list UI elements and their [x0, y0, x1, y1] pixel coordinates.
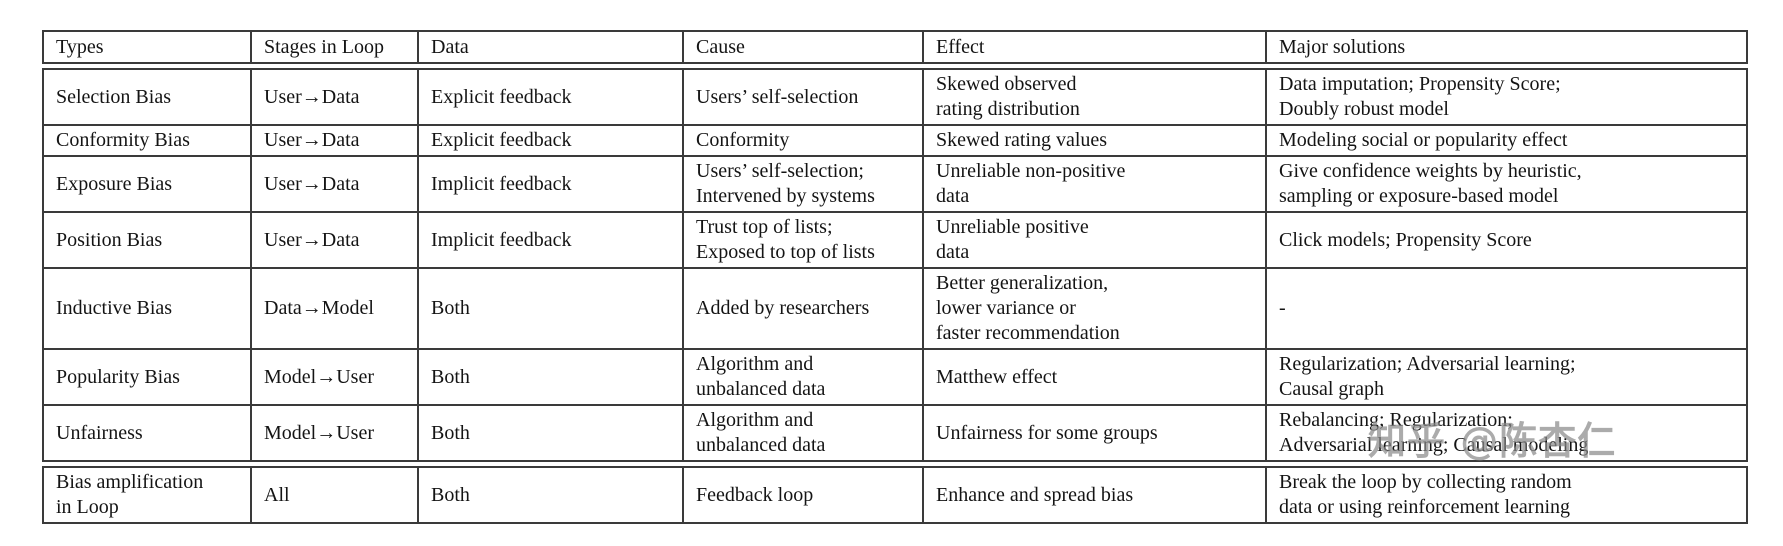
- cell-effect: Unreliable non-positive data: [922, 155, 1267, 213]
- cell-effect: Skewed rating values: [922, 124, 1267, 157]
- col-header-cause: Cause: [682, 30, 924, 64]
- cell-stage: Model→User: [250, 348, 419, 406]
- table-row-bias-amplification: Bias amplification in Loop All Both Feed…: [42, 466, 1748, 524]
- bias-summary-table: Types Stages in Loop Data Cause Effect M…: [42, 30, 1748, 524]
- cell-stage: All: [250, 466, 419, 524]
- cell-effect: Better generalization, lower variance or…: [922, 267, 1267, 350]
- cell-type: Conformity Bias: [42, 124, 252, 157]
- col-header-stages-in-loop: Stages in Loop: [250, 30, 419, 64]
- cell-solutions: Break the loop by collecting random data…: [1265, 466, 1748, 524]
- cell-stage: User→Data: [250, 68, 419, 126]
- col-header-major-solutions: Major solutions: [1265, 30, 1748, 64]
- cell-cause: Conformity: [682, 124, 924, 157]
- cell-type: Exposure Bias: [42, 155, 252, 213]
- cell-effect: Unfairness for some groups: [922, 404, 1267, 462]
- cell-type: Bias amplification in Loop: [42, 466, 252, 524]
- cell-solutions: Click models; Propensity Score: [1265, 211, 1748, 269]
- table-row-popularity-bias: Popularity Bias Model→User Both Algorith…: [42, 348, 1748, 406]
- cell-effect: Skewed observed rating distribution: [922, 68, 1267, 126]
- table-row-conformity-bias: Conformity Bias User→Data Explicit feedb…: [42, 124, 1748, 157]
- cell-data: Implicit feedback: [417, 155, 684, 213]
- cell-solutions: Rebalancing; Regularization; Adversarial…: [1265, 404, 1748, 462]
- header-row: Types Stages in Loop Data Cause Effect M…: [42, 30, 1748, 64]
- table-footer-segment: Bias amplification in Loop All Both Feed…: [42, 466, 1748, 524]
- table-header-segment: Types Stages in Loop Data Cause Effect M…: [42, 30, 1748, 64]
- cell-solutions: Regularization; Adversarial learning; Ca…: [1265, 348, 1748, 406]
- cell-cause: Feedback loop: [682, 466, 924, 524]
- table-row-unfairness: Unfairness Model→User Both Algorithm and…: [42, 404, 1748, 462]
- cell-data: Explicit feedback: [417, 68, 684, 126]
- cell-cause: Users’ self-selection; Intervened by sys…: [682, 155, 924, 213]
- cell-solutions: Give confidence weights by heuristic, sa…: [1265, 155, 1748, 213]
- cell-cause: Algorithm and unbalanced data: [682, 404, 924, 462]
- cell-cause: Trust top of lists; Exposed to top of li…: [682, 211, 924, 269]
- table-row-inductive-bias: Inductive Bias Data→Model Both Added by …: [42, 267, 1748, 350]
- cell-stage: Model→User: [250, 404, 419, 462]
- cell-effect: Unreliable positive data: [922, 211, 1267, 269]
- cell-effect: Enhance and spread bias: [922, 466, 1267, 524]
- cell-solutions: -: [1265, 267, 1748, 350]
- cell-cause: Algorithm and unbalanced data: [682, 348, 924, 406]
- cell-data: Both: [417, 348, 684, 406]
- table-row-exposure-bias: Exposure Bias User→Data Implicit feedbac…: [42, 155, 1748, 213]
- cell-data: Both: [417, 267, 684, 350]
- cell-stage: User→Data: [250, 211, 419, 269]
- table-row-selection-bias: Selection Bias User→Data Explicit feedba…: [42, 68, 1748, 126]
- cell-type: Inductive Bias: [42, 267, 252, 350]
- cell-type: Unfairness: [42, 404, 252, 462]
- cell-solutions: Modeling social or popularity effect: [1265, 124, 1748, 157]
- cell-type: Position Bias: [42, 211, 252, 269]
- col-header-types: Types: [42, 30, 252, 64]
- cell-type: Selection Bias: [42, 68, 252, 126]
- cell-cause: Added by researchers: [682, 267, 924, 350]
- cell-data: Explicit feedback: [417, 124, 684, 157]
- table-row-position-bias: Position Bias User→Data Implicit feedbac…: [42, 211, 1748, 269]
- cell-data: Both: [417, 404, 684, 462]
- cell-stage: Data→Model: [250, 267, 419, 350]
- cell-stage: User→Data: [250, 155, 419, 213]
- cell-stage: User→Data: [250, 124, 419, 157]
- col-header-data: Data: [417, 30, 684, 64]
- cell-solutions: Data imputation; Propensity Score; Doubl…: [1265, 68, 1748, 126]
- cell-effect: Matthew effect: [922, 348, 1267, 406]
- cell-data: Implicit feedback: [417, 211, 684, 269]
- cell-cause: Users’ self-selection: [682, 68, 924, 126]
- cell-type: Popularity Bias: [42, 348, 252, 406]
- cell-data: Both: [417, 466, 684, 524]
- table-body-segment: Selection Bias User→Data Explicit feedba…: [42, 68, 1748, 462]
- col-header-effect: Effect: [922, 30, 1267, 64]
